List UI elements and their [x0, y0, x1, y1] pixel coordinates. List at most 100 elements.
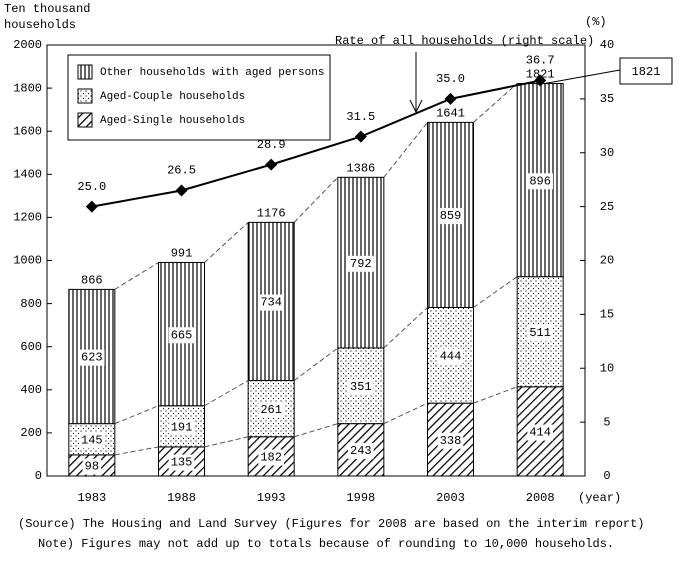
y-tick-label: 1000 — [13, 254, 42, 268]
label-bg — [168, 327, 195, 344]
connector — [473, 276, 518, 308]
rate-marker — [534, 74, 547, 87]
y2-tick-label: 5 — [603, 415, 610, 429]
connector — [294, 423, 338, 438]
callout-label: 1821 — [632, 65, 661, 79]
annotation: Rate of all households (right scale) — [335, 34, 594, 48]
connector — [114, 262, 159, 290]
rate-label: 31.5 — [346, 110, 375, 124]
total-label: 1386 — [346, 161, 375, 175]
y-tick-label: 200 — [20, 426, 42, 440]
bar-value-label: 623 — [81, 351, 103, 365]
rate-marker — [175, 184, 188, 197]
y-tick-label: 0 — [35, 469, 42, 483]
label-bg — [527, 324, 553, 341]
y-tick-label: 1400 — [13, 167, 42, 181]
rate-label: 35.0 — [436, 72, 465, 86]
label-bg — [258, 449, 284, 466]
bar-value-label: 896 — [529, 174, 551, 188]
x-tick-label: 2003 — [436, 491, 465, 505]
bar-value-label: 511 — [529, 326, 551, 340]
connector — [114, 446, 159, 456]
connector — [473, 386, 518, 404]
legend-label: Aged-Single households — [100, 115, 245, 127]
rate-line — [91, 79, 541, 208]
label-bg — [437, 348, 464, 365]
bar-value-label: 338 — [440, 434, 462, 448]
label-bg — [437, 432, 464, 449]
y2-tick-label: 0 — [603, 469, 610, 483]
connector — [383, 307, 428, 349]
rate-label: 36.7 — [526, 54, 555, 68]
y2-tick-label: 35 — [600, 92, 614, 106]
bar-value-label: 98 — [85, 460, 99, 474]
y-tick-label: 1200 — [13, 211, 42, 225]
rate-label: 28.9 — [257, 138, 286, 152]
label-bg — [348, 255, 374, 272]
legend — [67, 54, 331, 141]
total-label: 991 — [171, 247, 193, 261]
bar-value-label: 351 — [350, 380, 372, 394]
x-tick-label: 1983 — [77, 491, 106, 505]
x-tick-label: 1988 — [167, 491, 196, 505]
rate-label: 26.5 — [167, 164, 196, 178]
bar-value-label: 182 — [260, 451, 282, 465]
annotation-arrow-head — [409, 99, 423, 114]
y-label: households — [4, 18, 76, 32]
y-tick-label: 600 — [20, 340, 42, 354]
x-label: (year) — [578, 491, 621, 505]
label-bg — [348, 442, 374, 459]
label-bg — [168, 419, 195, 436]
source-note: (Source) The Housing and Land Survey (Fi… — [18, 517, 645, 531]
label-bg — [348, 378, 374, 395]
legend-swatch — [77, 88, 93, 104]
x-tick-label: 2008 — [526, 491, 555, 505]
bar-value-label: 414 — [529, 426, 551, 440]
connector — [293, 347, 339, 381]
note: Note) Figures may not add up to totals b… — [38, 537, 614, 551]
bar-value-label: 859 — [440, 209, 462, 223]
connector — [114, 405, 159, 425]
label-bg — [527, 173, 553, 190]
y-tick-label: 1600 — [13, 124, 42, 138]
y2-tick-label: 40 — [600, 38, 614, 52]
legend-label: Aged-Couple households — [100, 91, 245, 103]
connector — [383, 122, 428, 178]
callout-line — [544, 69, 621, 85]
label-bg — [82, 458, 102, 475]
bar-value-label: 444 — [440, 349, 462, 363]
label-bg — [79, 432, 105, 449]
connector — [293, 176, 339, 223]
y2-tick-label: 20 — [600, 254, 614, 268]
legend-label: Other households with aged persons — [100, 67, 324, 79]
label-bg — [437, 208, 464, 225]
y-tick-label: 2000 — [13, 38, 42, 52]
bar-value-label: 734 — [260, 296, 282, 310]
y2-tick-label: 15 — [600, 308, 614, 322]
y-tick-label: 800 — [20, 297, 42, 311]
y2-tick-label: 25 — [600, 200, 614, 214]
bar-value-label: 792 — [350, 257, 372, 271]
connector — [204, 221, 249, 263]
bar-value-label: 191 — [171, 420, 193, 434]
label-bg — [527, 424, 553, 441]
bar-segment — [516, 386, 564, 477]
legend-swatch — [77, 112, 93, 128]
bar-value-label: 135 — [171, 456, 193, 470]
bar-value-label: 243 — [350, 444, 372, 458]
rate-marker — [444, 92, 457, 105]
label-bg — [258, 401, 284, 418]
y2-label: (%) — [585, 15, 607, 29]
x-tick-label: 1998 — [346, 491, 375, 505]
y2-tick-label: 10 — [600, 361, 614, 375]
connector — [204, 436, 249, 448]
label-bg — [168, 454, 195, 471]
total-label: 866 — [81, 274, 103, 288]
legend-swatch — [77, 64, 93, 80]
total-label: 1176 — [257, 207, 286, 221]
bar-value-label: 665 — [171, 328, 193, 342]
callout-box — [619, 57, 673, 85]
rate-marker — [354, 130, 367, 143]
y2-tick-label: 30 — [600, 146, 614, 160]
